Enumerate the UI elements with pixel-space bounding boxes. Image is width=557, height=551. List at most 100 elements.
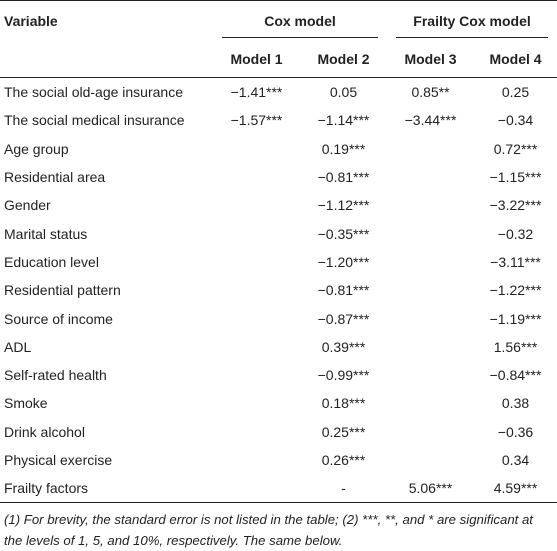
cox-model-header: Cox model <box>213 0 388 41</box>
model-2-value: 0.18*** <box>321 395 366 412</box>
table-row: Drink alcohol 0.25*** −0.36 <box>0 418 557 446</box>
model-4-value: −3.22*** <box>489 197 542 214</box>
model-4-value: 0.72*** <box>493 140 538 157</box>
table-footnote: (1) For brevity, the standard error is n… <box>4 512 533 549</box>
row-variable-label: Drink alcohol <box>4 423 85 440</box>
model-3-value <box>387 389 474 417</box>
model-1-value <box>213 446 300 474</box>
model-4-header: Model 4 <box>474 41 557 78</box>
model-4-value: −0.36 <box>497 423 534 440</box>
model-3-value <box>387 248 474 276</box>
model-2-value: −1.14*** <box>317 112 370 129</box>
table-row: Age group 0.19*** 0.72*** <box>0 135 557 163</box>
model-1-value <box>213 191 300 219</box>
row-variable-label: Frailty factors <box>0 474 213 504</box>
model-3-value <box>387 361 474 389</box>
model-3-value <box>387 276 474 304</box>
model-1-value: −1.57*** <box>230 112 283 129</box>
model-4-value: −1.22*** <box>489 282 542 299</box>
model-1-value <box>213 361 300 389</box>
table-row: Education level −1.20*** −3.11*** <box>0 248 557 276</box>
model-3-value <box>387 163 474 191</box>
model-3-value <box>387 418 474 446</box>
table-row: Self-rated health −0.99*** −0.84*** <box>0 361 557 389</box>
header-blank-cell <box>0 41 213 78</box>
model-2-value: 0.05 <box>329 84 358 101</box>
model-1-value <box>213 418 300 446</box>
table-row: Marital status −0.35*** −0.32 <box>0 219 557 247</box>
table-row: The social old-age insurance −1.41*** 0.05… <box>0 78 557 107</box>
row-variable-label: Age group <box>4 140 69 157</box>
model-3-value <box>387 333 474 361</box>
row-variable-label: ADL <box>4 338 32 355</box>
table-row: Frailty factors -5.06*** 4.59*** <box>0 474 557 504</box>
model-2-value: −1.12*** <box>317 197 370 214</box>
model-4-value: −3.11*** <box>490 253 541 270</box>
model-2-value: −0.81*** <box>317 169 370 186</box>
model-3-value <box>387 135 474 163</box>
model-2-value: −0.87*** <box>317 310 370 327</box>
row-variable-label: Self-rated health <box>4 367 107 384</box>
model-3-value <box>387 191 474 219</box>
model-2-value: −1.20*** <box>317 253 370 270</box>
model-2-header: Model 2 <box>300 41 388 78</box>
model-2-value: 0.39*** <box>321 338 366 355</box>
model-3-value: −3.44*** <box>404 112 457 129</box>
model-1-value <box>213 276 300 304</box>
model-2-value: 0.26*** <box>321 452 366 468</box>
model-2-value: −0.81*** <box>317 282 370 299</box>
row-variable-label: Marital status <box>4 225 88 242</box>
row-variable-label: Smoke <box>4 395 48 412</box>
header-row-models: Model 1 Model 2 Model 3 Model 4 <box>0 41 557 78</box>
model-1-value <box>213 304 300 332</box>
model-1-value <box>213 333 300 361</box>
row-variable-label: Source of income <box>4 310 113 327</box>
model-1-header: Model 1 <box>213 41 300 78</box>
table-row: Residential pattern −0.81*** −1.22*** <box>0 276 557 304</box>
model-4-value: 0.38 <box>501 395 530 412</box>
model-3-value: 5.06*** <box>387 474 475 504</box>
model-1-value <box>213 219 300 247</box>
model-4-value: 0.25 <box>501 84 530 101</box>
model-3-value <box>387 219 474 247</box>
row-variable-label: The social medical insurance <box>4 112 185 129</box>
model-4-value: −0.84*** <box>489 367 542 384</box>
model-4-value: −0.34 <box>497 112 534 129</box>
table-row: Residential area −0.81*** −1.15*** <box>0 163 557 191</box>
model-4-value: 4.59*** <box>474 474 557 504</box>
row-variable-label: Residential pattern <box>4 282 121 299</box>
model-2-value: −0.35*** <box>317 225 370 242</box>
frailty-cox-model-header: Frailty Cox model <box>387 0 557 41</box>
model-3-value <box>387 304 474 332</box>
model-4-value: −1.15*** <box>489 169 542 186</box>
model-1-value <box>213 248 300 276</box>
table-row: Gender −1.12*** −3.22*** <box>0 191 557 219</box>
table-row: Smoke 0.18*** 0.38 <box>0 389 557 417</box>
table-row: Physical exercise 0.26*** 0.34 <box>0 446 557 474</box>
header-row-groups: Variable Cox model Frailty Cox model <box>0 0 557 41</box>
model-1-value <box>213 474 300 504</box>
table-row: The social medical insurance −1.57*** −1.1… <box>0 106 557 134</box>
row-variable-label: Gender <box>4 197 51 214</box>
variable-header: Variable <box>0 0 213 41</box>
model-3-value: 0.85** <box>411 84 450 101</box>
model-4-value: −1.19*** <box>489 310 542 327</box>
row-variable-label: Residential area <box>4 169 106 186</box>
model-3-header: Model 3 <box>387 41 475 78</box>
model-2-value: 0.25*** <box>321 423 366 440</box>
regression-table: Variable Cox model Frailty Cox model Mod… <box>0 0 557 504</box>
model-4-value: 0.34 <box>501 452 530 468</box>
row-variable-label: Physical exercise <box>4 452 113 468</box>
model-2-value: - <box>300 474 388 504</box>
row-variable-label: The social old-age insurance <box>4 84 183 101</box>
model-4-value: −0.32 <box>497 225 534 242</box>
model-1-value <box>213 389 300 417</box>
model-1-value <box>213 163 300 191</box>
table-row: Source of income −0.87*** −1.19*** <box>0 304 557 332</box>
model-1-value: −1.41*** <box>230 84 283 101</box>
model-2-value: 0.19*** <box>321 140 366 157</box>
model-3-value <box>387 446 474 474</box>
table-row: ADL 0.39*** 1.56*** <box>0 333 557 361</box>
table-body: The social old-age insurance −1.41*** 0.05… <box>0 78 557 504</box>
